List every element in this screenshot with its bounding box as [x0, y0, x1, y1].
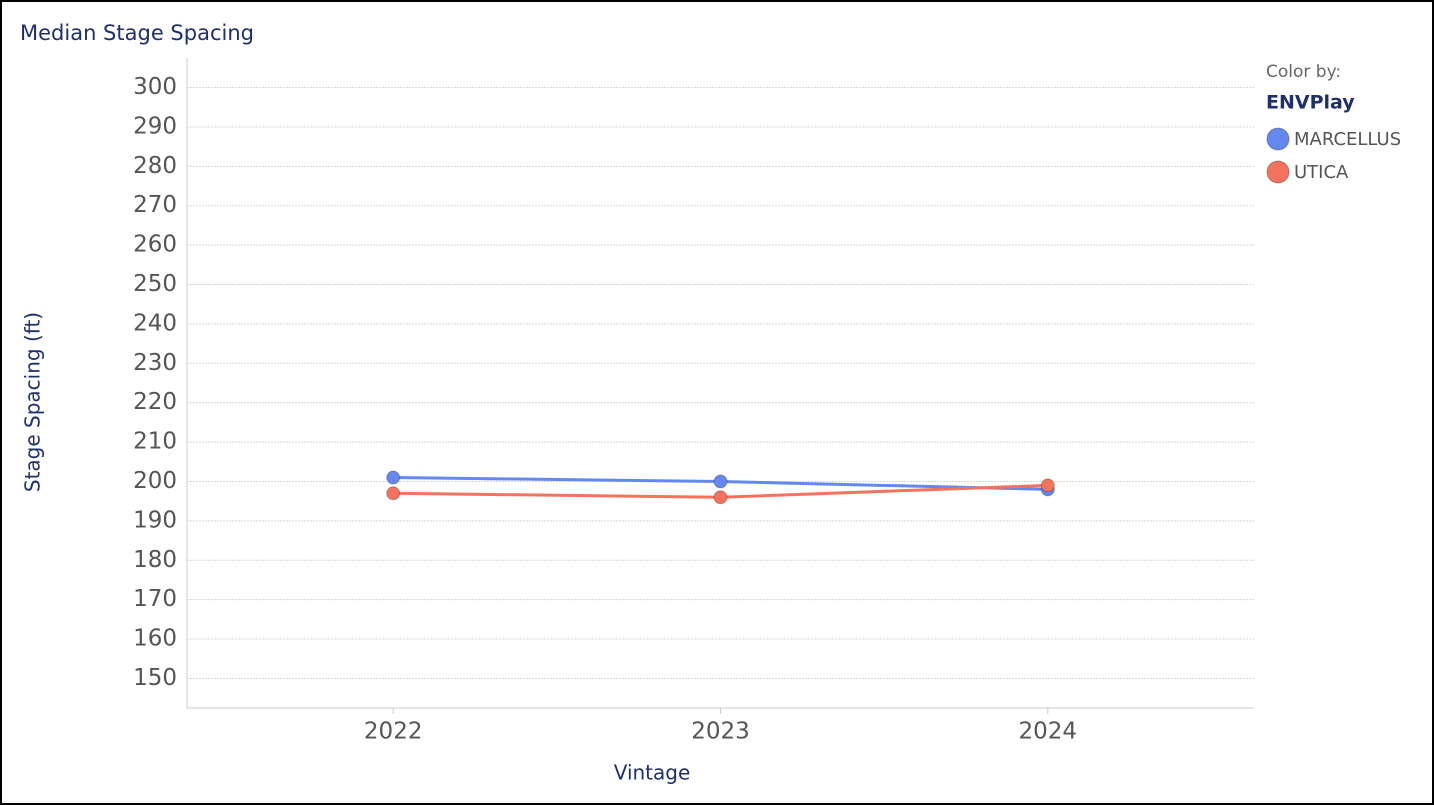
data-point [713, 474, 728, 489]
y-tick-label: 300 [133, 74, 177, 100]
y-tick-label: 270 [133, 192, 177, 218]
y-tick-label: 290 [133, 113, 177, 139]
x-tick-label: 2024 [1019, 719, 1078, 745]
y-tick-label: 230 [133, 350, 177, 376]
chart-title: Median Stage Spacing [20, 21, 254, 45]
y-tick-label: 250 [133, 271, 177, 297]
y-tick-label: 160 [133, 626, 177, 652]
y-tick-label: 170 [133, 586, 177, 612]
legend-title: Color by: [1266, 62, 1341, 82]
data-point [713, 490, 728, 505]
legend-swatch [1266, 160, 1290, 184]
x-tick-label: 2022 [364, 719, 423, 745]
data-point [386, 486, 401, 501]
legend-swatch [1266, 127, 1290, 151]
x-axis-label: Vintage [614, 761, 691, 785]
data-point [386, 470, 401, 485]
y-tick-label: 180 [133, 547, 177, 573]
y-tick-label: 220 [133, 389, 177, 415]
legend-field: ENVPlay [1266, 92, 1355, 114]
y-tick-label: 280 [133, 153, 177, 179]
y-tick-label: 200 [133, 468, 177, 494]
y-tick-label: 240 [133, 310, 177, 336]
legend-label: UTICA [1294, 162, 1349, 183]
y-axis-label: Stage Spacing (ft) [21, 312, 45, 492]
legend-label: MARCELLUS [1294, 129, 1401, 150]
data-point [1040, 478, 1055, 493]
y-tick-label: 150 [133, 665, 177, 691]
y-tick-label: 260 [133, 232, 177, 258]
x-tick-label: 2023 [691, 719, 750, 745]
y-tick-label: 210 [133, 429, 177, 455]
y-tick-label: 190 [133, 507, 177, 533]
